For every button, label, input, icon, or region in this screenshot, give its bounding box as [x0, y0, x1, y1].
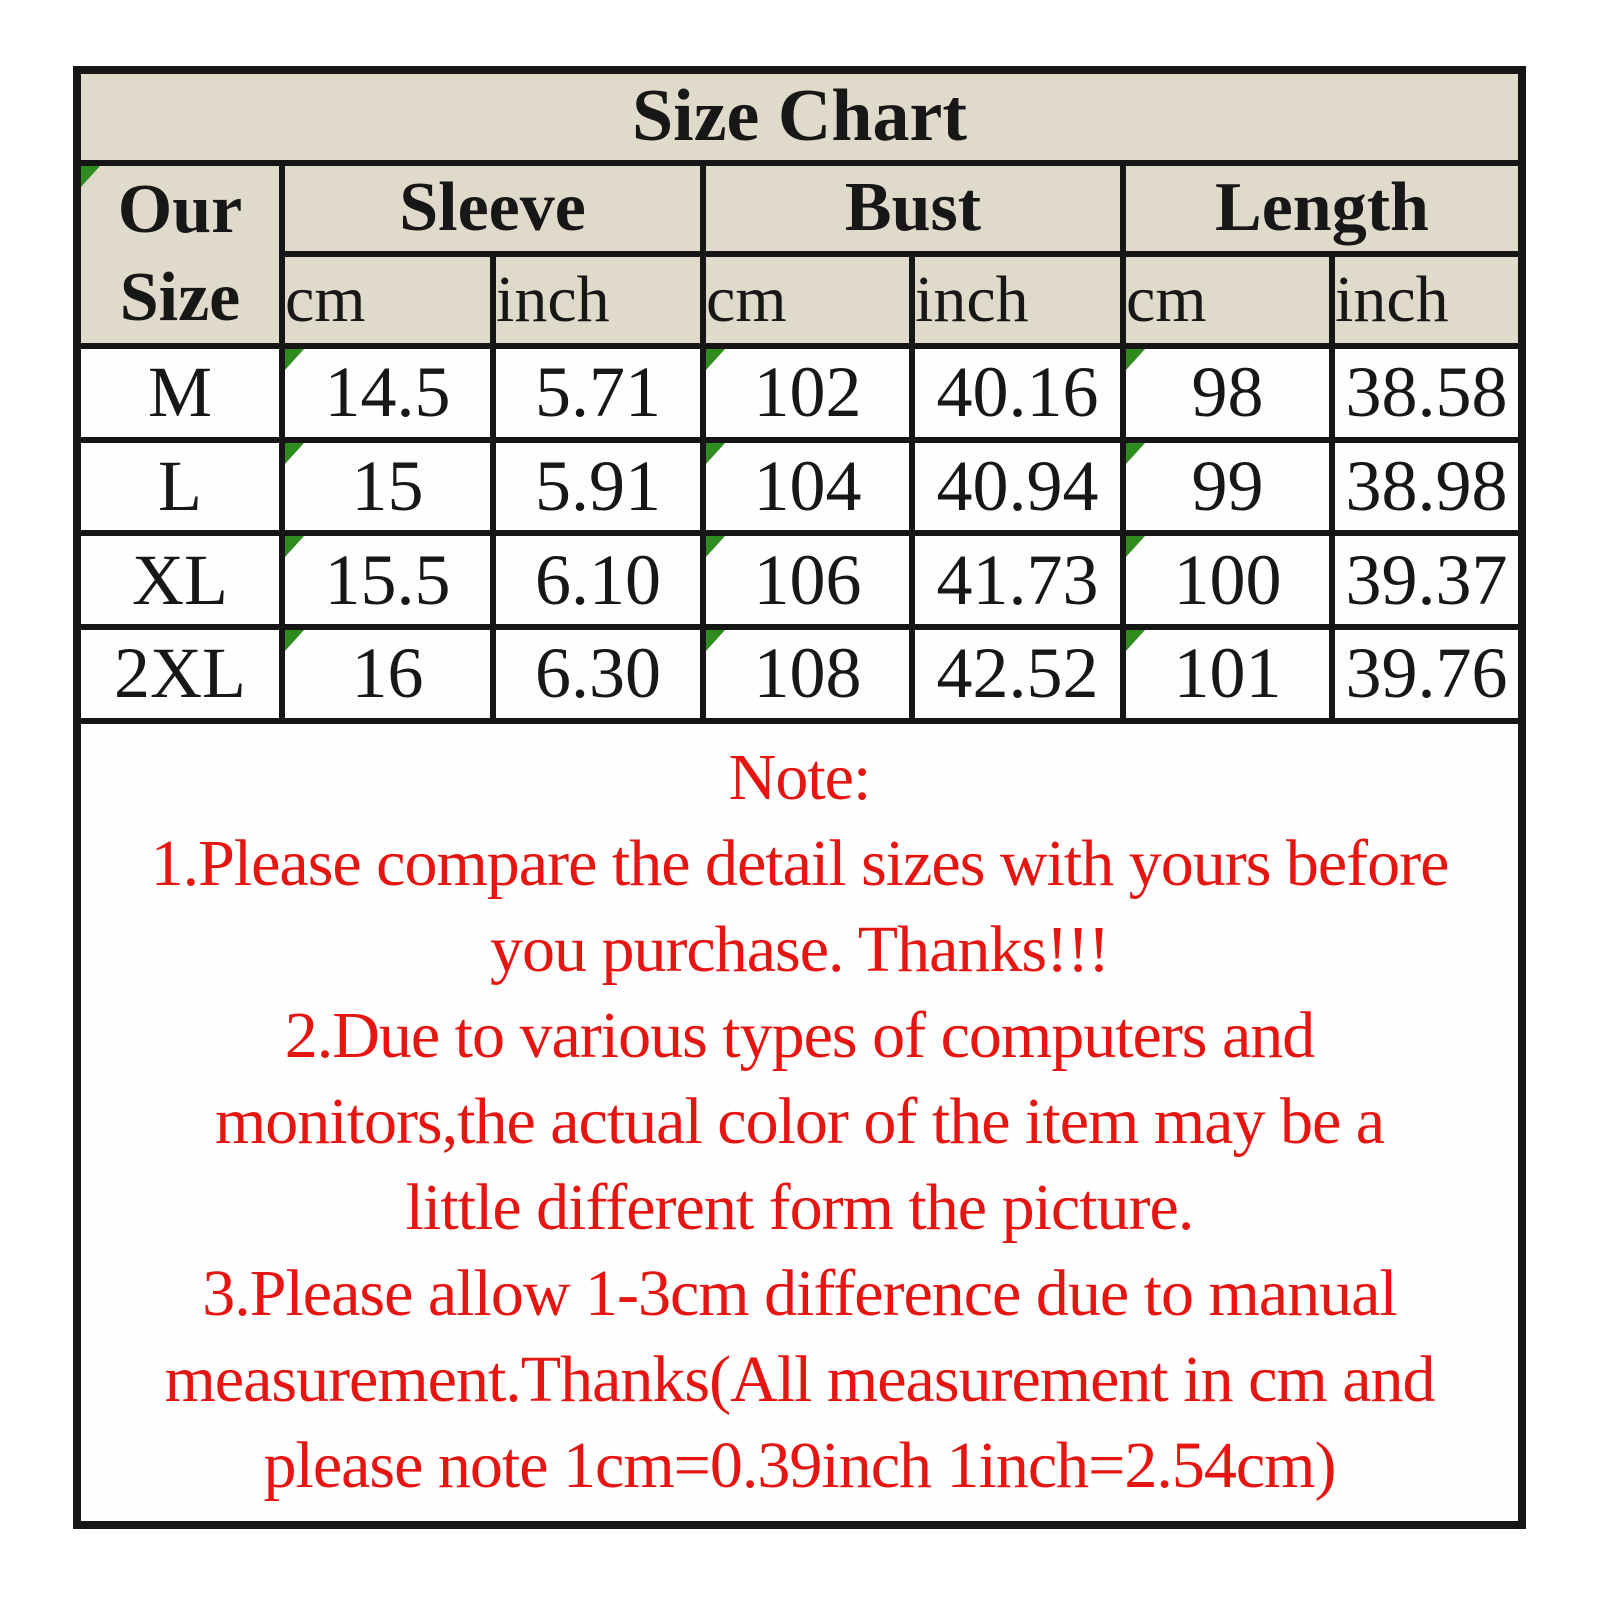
size-label: L — [74, 436, 285, 537]
column-group-row: Our Size Sleeve Bust Length — [74, 159, 1525, 349]
note-line: please note 1cm=0.39inch 1inch=2.54cm) — [263, 1429, 1337, 1503]
note-line: 1.Please compare the detail sizes with y… — [150, 827, 1450, 901]
table-data-section: M 14.5 5.71 102 40.16 98 38.58 L 15 5.91 104 40.94 9… — [74, 342, 1525, 724]
size-label: XL — [74, 530, 285, 631]
measurement-value: 6.30 — [490, 624, 706, 724]
cell-flag-icon — [1129, 539, 1145, 558]
cell-flag-icon — [1129, 633, 1145, 652]
cell-flag-icon — [709, 633, 725, 652]
cell-flag-icon — [288, 351, 304, 370]
cell-flag-icon — [288, 539, 304, 558]
size-row-xl: XL 15.5 6.10 106 41.73 100 39.37 — [74, 530, 1525, 631]
table-header-section: Size Chart Our Size Sleeve Bust Length c… — [74, 67, 1525, 349]
cell-flag-icon — [1129, 445, 1145, 464]
measurement-value: 15 — [279, 436, 496, 537]
cell-flag-icon — [1129, 351, 1145, 370]
note-heading: Note: — [728, 741, 872, 815]
corner-header-label: Our Size — [117, 171, 243, 337]
unit-header-length-cm: cm — [1120, 251, 1335, 349]
measurement-value: 39.37 — [1329, 530, 1525, 631]
size-chart-table: Size Chart Our Size Sleeve Bust Length c… — [73, 66, 1526, 1529]
measurement-value: 38.98 — [1329, 436, 1525, 537]
measurement-value: 108 — [700, 624, 915, 724]
measurement-value: 99 — [1120, 436, 1335, 537]
note-line: little different form the picture. — [405, 1171, 1195, 1245]
size-label: 2XL — [74, 624, 285, 724]
group-header-bust: Bust — [700, 159, 1126, 258]
unit-header-sleeve-inch: inch — [490, 251, 706, 349]
measurement-value: 16 — [279, 624, 496, 724]
measurement-value: 98 — [1120, 342, 1335, 443]
measurement-value: 106 — [700, 530, 915, 631]
note-block: Note: 1.Please compare the detail sizes … — [83, 735, 1516, 1509]
cell-flag-icon — [83, 168, 100, 187]
measurement-value: 40.94 — [909, 436, 1126, 537]
cell-flag-icon — [288, 633, 304, 652]
title-row: Size Chart — [74, 67, 1525, 166]
size-row-2xl: 2XL 16 6.30 108 42.52 101 39.76 — [74, 624, 1525, 724]
cell-flag-icon — [709, 445, 725, 464]
measurement-value: 102 — [700, 342, 915, 443]
note-line: measurement.Thanks(All measurement in cm… — [164, 1343, 1435, 1417]
cell-flag-icon — [288, 445, 304, 464]
unit-header-sleeve-cm: cm — [279, 251, 496, 349]
measurement-value: 15.5 — [279, 530, 496, 631]
unit-header-bust-inch: inch — [909, 251, 1126, 349]
unit-header-row: cm inch cm inch cm inch — [77, 251, 1525, 349]
measurement-value: 42.52 — [909, 624, 1126, 724]
size-row-m: M 14.5 5.71 102 40.16 98 38.58 — [74, 342, 1525, 443]
measurement-value: 40.16 — [909, 342, 1126, 443]
note-cell: Note: 1.Please compare the detail sizes … — [74, 717, 1525, 1529]
measurement-value: 101 — [1120, 624, 1335, 724]
group-header-length: Length — [1120, 159, 1525, 258]
measurement-value: 100 — [1120, 530, 1335, 631]
unit-header-bust-cm: cm — [700, 251, 915, 349]
note-line: you purchase. Thanks!!! — [489, 913, 1110, 987]
cell-flag-icon — [709, 351, 725, 370]
note-row: Note: 1.Please compare the detail sizes … — [74, 717, 1525, 1529]
size-label: M — [74, 342, 285, 443]
measurement-value: 39.76 — [1329, 624, 1525, 724]
group-header-sleeve: Sleeve — [279, 159, 706, 258]
measurement-value: 6.10 — [490, 530, 706, 631]
unit-header-length-inch: inch — [1329, 251, 1525, 349]
measurement-value: 104 — [700, 436, 915, 537]
measurement-value: 5.91 — [490, 436, 706, 537]
measurement-value: 41.73 — [909, 530, 1126, 631]
measurement-value: 14.5 — [279, 342, 496, 443]
table-note-section: Note: 1.Please compare the detail sizes … — [74, 717, 1525, 1529]
measurement-value: 5.71 — [490, 342, 706, 443]
note-line: monitors,the actual color of the item ma… — [214, 1085, 1385, 1159]
size-row-l: L 15 5.91 104 40.94 99 38.98 — [74, 436, 1525, 537]
cell-flag-icon — [709, 539, 725, 558]
note-line: 3.Please allow 1-3cm difference due to m… — [202, 1257, 1398, 1331]
corner-header-cell: Our Size — [74, 159, 285, 349]
measurement-value: 38.58 — [1329, 342, 1525, 443]
note-line: 2.Due to various types of computers and — [284, 999, 1316, 1073]
table-title: Size Chart — [74, 67, 1525, 166]
